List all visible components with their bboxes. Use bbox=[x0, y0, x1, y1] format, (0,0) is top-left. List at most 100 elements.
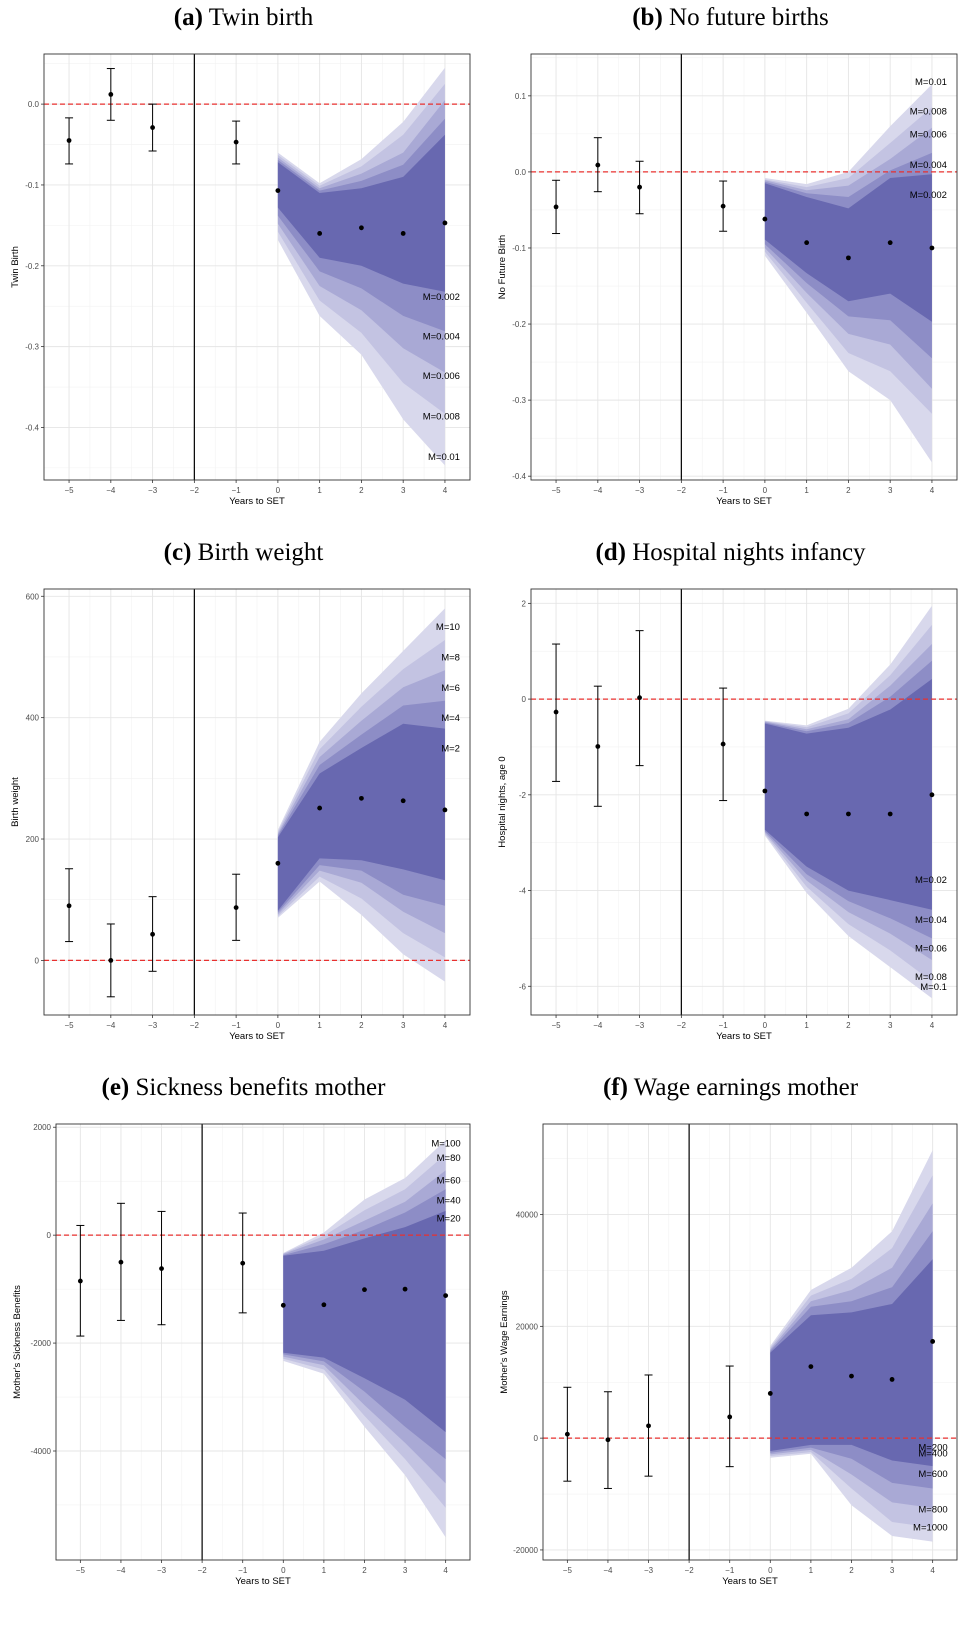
band-label: M=200 bbox=[918, 1443, 947, 1454]
point-estimate bbox=[275, 188, 281, 194]
point-estimate bbox=[108, 957, 114, 963]
y-axis: 2 0 -2 -4 -6 Hospital nights, age 0 bbox=[497, 599, 531, 991]
point-estimate bbox=[849, 1373, 854, 1379]
y-tick-label: 2 bbox=[522, 599, 527, 608]
sensitivity-bands bbox=[764, 84, 932, 463]
x-axis: −5 −4 −3 −2 −1 0 1 2 3 4 Years to SET bbox=[563, 1560, 935, 1587]
x-axis: −5 −4 −3 −2 −1 0 1 2 3 4 Years to SET bbox=[64, 1015, 448, 1042]
point-estimate bbox=[720, 203, 726, 209]
x-tick-label: 3 bbox=[890, 1566, 895, 1575]
band-label: M=0.004 bbox=[423, 332, 460, 343]
band-labels: M=0.1M=0.08 M=0.06 M=0.04 M=0.02 bbox=[915, 875, 947, 993]
point-estimate bbox=[280, 1302, 286, 1308]
point-estimate bbox=[808, 1364, 814, 1369]
sickness-benefits-chart: M=100 M=80 M=60 M=40 M=20 −5 −4 −3 −2 −1 0 1 2 3 4 Year… bbox=[12, 1123, 471, 1587]
point-estimate bbox=[727, 1414, 733, 1420]
post-period-estimates bbox=[762, 788, 935, 817]
band-label: M=0.01 bbox=[915, 77, 947, 88]
y-axis: 2000 0 -2000 -4000 Mother's Sickness Benefit… bbox=[12, 1123, 56, 1456]
y-axis: 0.1 0.0 -0.1 -0.2 -0.3 -0.4 No Future Birth bbox=[497, 92, 531, 481]
y-tick-label: 400 bbox=[26, 714, 40, 723]
plot-border bbox=[530, 53, 958, 481]
x-tick-label: −1 bbox=[232, 486, 242, 495]
x-tick-label: −4 bbox=[106, 1021, 116, 1030]
x-tick-label: 4 bbox=[443, 1566, 448, 1575]
y-tick-label: 2000 bbox=[33, 1123, 51, 1132]
band-label: M=400 bbox=[918, 1449, 947, 1460]
point-estimate bbox=[646, 1423, 651, 1429]
x-tick-label: −3 bbox=[644, 1566, 654, 1575]
point-estimate bbox=[400, 231, 406, 236]
point-estimate bbox=[889, 1377, 895, 1382]
hospital-nights-chart: M=0.1M=0.08 M=0.06 M=0.04 M=0.02 −5 −4 −3 −2 −1 0… bbox=[497, 588, 958, 1042]
plot-border bbox=[43, 53, 471, 481]
y-tick-label: -0.4 bbox=[25, 423, 39, 432]
x-tick-label: 2 bbox=[849, 1566, 854, 1575]
band-label: M=0.02 bbox=[915, 875, 947, 886]
band-label: M=100 bbox=[431, 1138, 460, 1149]
y-tick-label: -2000 bbox=[31, 1339, 52, 1348]
x-tick-label: −4 bbox=[106, 486, 116, 495]
x-tick-label: 2 bbox=[359, 486, 364, 495]
point-estimate bbox=[159, 1266, 164, 1272]
x-tick-label: −2 bbox=[190, 1021, 200, 1030]
point-estimate bbox=[233, 139, 239, 145]
point-estimate bbox=[77, 1278, 83, 1284]
y-tick-label: -4000 bbox=[31, 1447, 52, 1456]
band-label: M=2 bbox=[441, 743, 460, 754]
y-axis: 600 400 200 0 Birth weight bbox=[10, 592, 44, 965]
x-tick-label: −5 bbox=[551, 486, 561, 495]
plot-border bbox=[542, 1123, 958, 1561]
point-estimate bbox=[321, 1302, 327, 1308]
x-tick-label: 4 bbox=[443, 486, 448, 495]
x-tick-label: −4 bbox=[593, 1021, 603, 1030]
y-tick-label: -4 bbox=[519, 887, 527, 896]
band-labels: M=100 M=80 M=60 M=40 M=20 bbox=[431, 1138, 460, 1224]
x-tick-label: 2 bbox=[359, 1021, 364, 1030]
point-estimate bbox=[564, 1431, 570, 1437]
x-tick-label: 1 bbox=[317, 486, 322, 495]
y-tick-label: 0.1 bbox=[515, 92, 527, 101]
y-tick-label: 0 bbox=[534, 1434, 539, 1443]
x-tick-label: −4 bbox=[116, 1566, 126, 1575]
band-label: M=0.04 bbox=[915, 915, 947, 926]
x-tick-label: 2 bbox=[362, 1566, 367, 1575]
pre-period-estimates bbox=[65, 868, 241, 998]
x-tick-label: −5 bbox=[76, 1566, 86, 1575]
x-tick-label: −3 bbox=[148, 1021, 158, 1030]
point-estimate bbox=[762, 788, 768, 794]
point-estimate bbox=[887, 811, 893, 817]
y-tick-label: 0 bbox=[522, 695, 527, 704]
x-tick-label: 3 bbox=[403, 1566, 408, 1575]
y-tick-label: -0.1 bbox=[512, 244, 526, 253]
y-tick-label: 20000 bbox=[516, 1322, 539, 1331]
x-axis: −5 −4 −3 −2 −1 0 1 2 3 4 Years to SET bbox=[551, 1015, 935, 1042]
band-label: M=0.08 bbox=[915, 972, 947, 983]
x-tick-label: −5 bbox=[64, 1021, 74, 1030]
band-label: M=80 bbox=[437, 1153, 461, 1164]
x-axis-label: Years to SET bbox=[229, 496, 285, 507]
point-estimate bbox=[767, 1391, 773, 1396]
plot-border bbox=[55, 1123, 471, 1561]
sensitivity-bands bbox=[764, 605, 932, 999]
grid-lines bbox=[531, 54, 957, 480]
panel-title-f: (f) Wage earnings mother bbox=[602, 1074, 859, 1101]
x-tick-label: 2 bbox=[846, 486, 851, 495]
x-tick-label: −3 bbox=[148, 486, 158, 495]
y-axis-label: Mother's Wage Earnings bbox=[499, 1290, 510, 1394]
x-tick-label: −1 bbox=[719, 1021, 729, 1030]
band-label: M=800 bbox=[918, 1505, 947, 1516]
panel-title-d: (d) Hospital nights infancy bbox=[595, 539, 866, 566]
point-estimate bbox=[150, 931, 155, 937]
x-axis: −5 −4 −3 −2 −1 0 1 2 3 4 Years to SET bbox=[76, 1560, 448, 1587]
x-tick-label: −1 bbox=[232, 1021, 242, 1030]
band-label: M=1000 bbox=[913, 1523, 948, 1534]
band-labels: M=10 M=8 M=6 M=4 M=2 bbox=[436, 622, 460, 754]
x-tick-label: 4 bbox=[443, 1021, 448, 1030]
y-tick-label: 0 bbox=[47, 1231, 52, 1240]
band-label: M=0.002 bbox=[910, 190, 947, 201]
x-tick-label: −2 bbox=[677, 486, 687, 495]
y-tick-label: 0.0 bbox=[28, 100, 40, 109]
point-estimate bbox=[553, 204, 559, 210]
